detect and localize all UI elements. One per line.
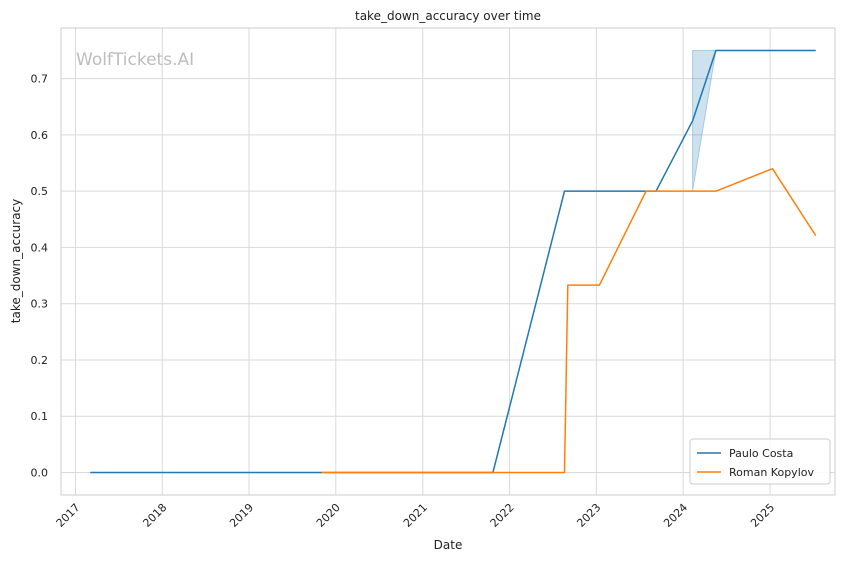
legend: Paulo Costa Roman Kopylov <box>689 438 831 485</box>
y-tick-label: 0.1 <box>31 410 49 423</box>
series-line-roman-kopylov <box>321 167 817 474</box>
y-tick-label: 0.4 <box>31 241 49 254</box>
legend-label-roman-kopylov: Roman Kopylov <box>729 466 814 479</box>
y-axis-label: take_down_accuracy <box>9 199 23 323</box>
legend-box <box>689 438 831 485</box>
x-axis-label: Date <box>434 538 463 552</box>
y-tick-label: 0.6 <box>31 129 49 142</box>
watermark: WolfTickets.AI <box>76 50 194 70</box>
y-tick-label: 0.0 <box>31 466 49 479</box>
y-tick-label: 0.2 <box>31 354 49 367</box>
legend-label-paulo-costa: Paulo Costa <box>729 447 793 460</box>
y-tick-label: 0.3 <box>31 298 49 311</box>
series-lines <box>90 49 817 474</box>
y-axis-ticks: 0.0 0.1 0.2 0.3 0.4 0.5 0.6 0.7 <box>31 73 49 480</box>
y-tick-label: 0.5 <box>31 185 49 198</box>
plot-frame <box>60 27 836 496</box>
chart-title: take_down_accuracy over time <box>355 9 541 23</box>
y-tick-label: 0.7 <box>31 73 49 86</box>
